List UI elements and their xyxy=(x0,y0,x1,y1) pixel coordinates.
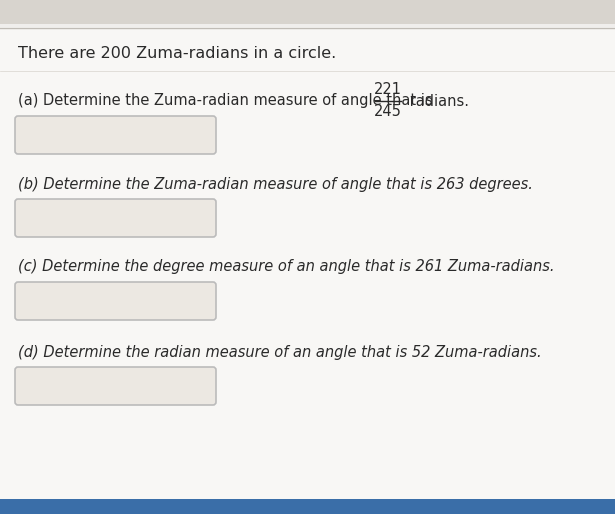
FancyBboxPatch shape xyxy=(15,367,216,405)
FancyBboxPatch shape xyxy=(15,116,216,154)
FancyBboxPatch shape xyxy=(15,282,216,320)
FancyBboxPatch shape xyxy=(0,27,615,499)
FancyBboxPatch shape xyxy=(0,0,615,24)
FancyBboxPatch shape xyxy=(0,499,615,514)
FancyBboxPatch shape xyxy=(15,199,216,237)
Text: (b) Determine the Zuma-radian measure of angle that is 263 degrees.: (b) Determine the Zuma-radian measure of… xyxy=(18,176,533,192)
Text: (c) Determine the degree measure of an angle that is 261 Zuma-radians.: (c) Determine the degree measure of an a… xyxy=(18,260,555,274)
Text: (a) Determine the Zuma-radian measure of angle that is: (a) Determine the Zuma-radian measure of… xyxy=(18,94,437,108)
Text: There are 200 Zuma-radians in a circle.: There are 200 Zuma-radians in a circle. xyxy=(18,46,336,62)
Text: radians.: radians. xyxy=(405,94,469,108)
Text: 221: 221 xyxy=(374,83,402,98)
Text: (d) Determine the radian measure of an angle that is 52 Zuma-radians.: (d) Determine the radian measure of an a… xyxy=(18,344,542,359)
Text: 245: 245 xyxy=(374,104,402,119)
